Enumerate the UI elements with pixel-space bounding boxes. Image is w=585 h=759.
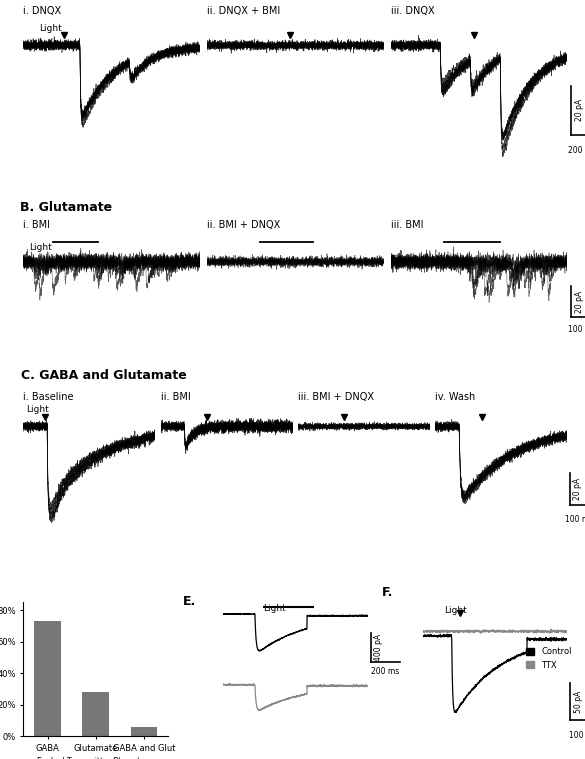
Text: Light: Light [26,405,49,414]
Text: 20 pA: 20 pA [574,99,583,121]
Text: i. Baseline: i. Baseline [23,392,74,402]
Text: 50 pA: 50 pA [574,690,583,713]
Text: F.: F. [382,586,394,600]
Text: i. BMI: i. BMI [23,220,50,230]
Text: iv. Wash: iv. Wash [435,392,476,402]
Text: ii. BMI + DNQX: ii. BMI + DNQX [207,220,280,230]
Text: ii. DNQX + BMI: ii. DNQX + BMI [207,6,280,16]
Bar [82,692,109,736]
Text: Light: Light [29,243,51,251]
Text: Light: Light [264,603,286,613]
Text: 20 pA: 20 pA [573,477,581,500]
Text: 400 pA: 400 pA [374,634,383,661]
Text: B. Glutamate: B. Glutamate [20,201,112,214]
Text: 200 ms: 200 ms [371,666,399,676]
Text: Light: Light [40,24,62,33]
Text: C. GABA and Glutamate: C. GABA and Glutamate [20,370,187,383]
Text: Light: Light [445,606,467,616]
Legend: Control, TTX: Control, TTX [522,644,575,672]
Text: 100 ms: 100 ms [569,731,585,740]
Bar [130,727,157,736]
Text: 200 ms: 200 ms [569,146,585,155]
Text: iii. DNQX: iii. DNQX [391,6,435,16]
Text: 100 ms: 100 ms [565,515,585,524]
Text: 20 pA: 20 pA [574,291,583,313]
X-axis label: Evoked Transmitter Phenotype: Evoked Transmitter Phenotype [37,757,154,759]
Bar [35,622,61,736]
Text: iii. BMI + DNQX: iii. BMI + DNQX [298,392,374,402]
Text: ii. BMI: ii. BMI [161,392,191,402]
Text: i. DNQX: i. DNQX [23,6,61,16]
Text: 100 ms: 100 ms [569,326,585,334]
Text: E.: E. [183,594,196,608]
Text: iii. BMI: iii. BMI [391,220,424,230]
